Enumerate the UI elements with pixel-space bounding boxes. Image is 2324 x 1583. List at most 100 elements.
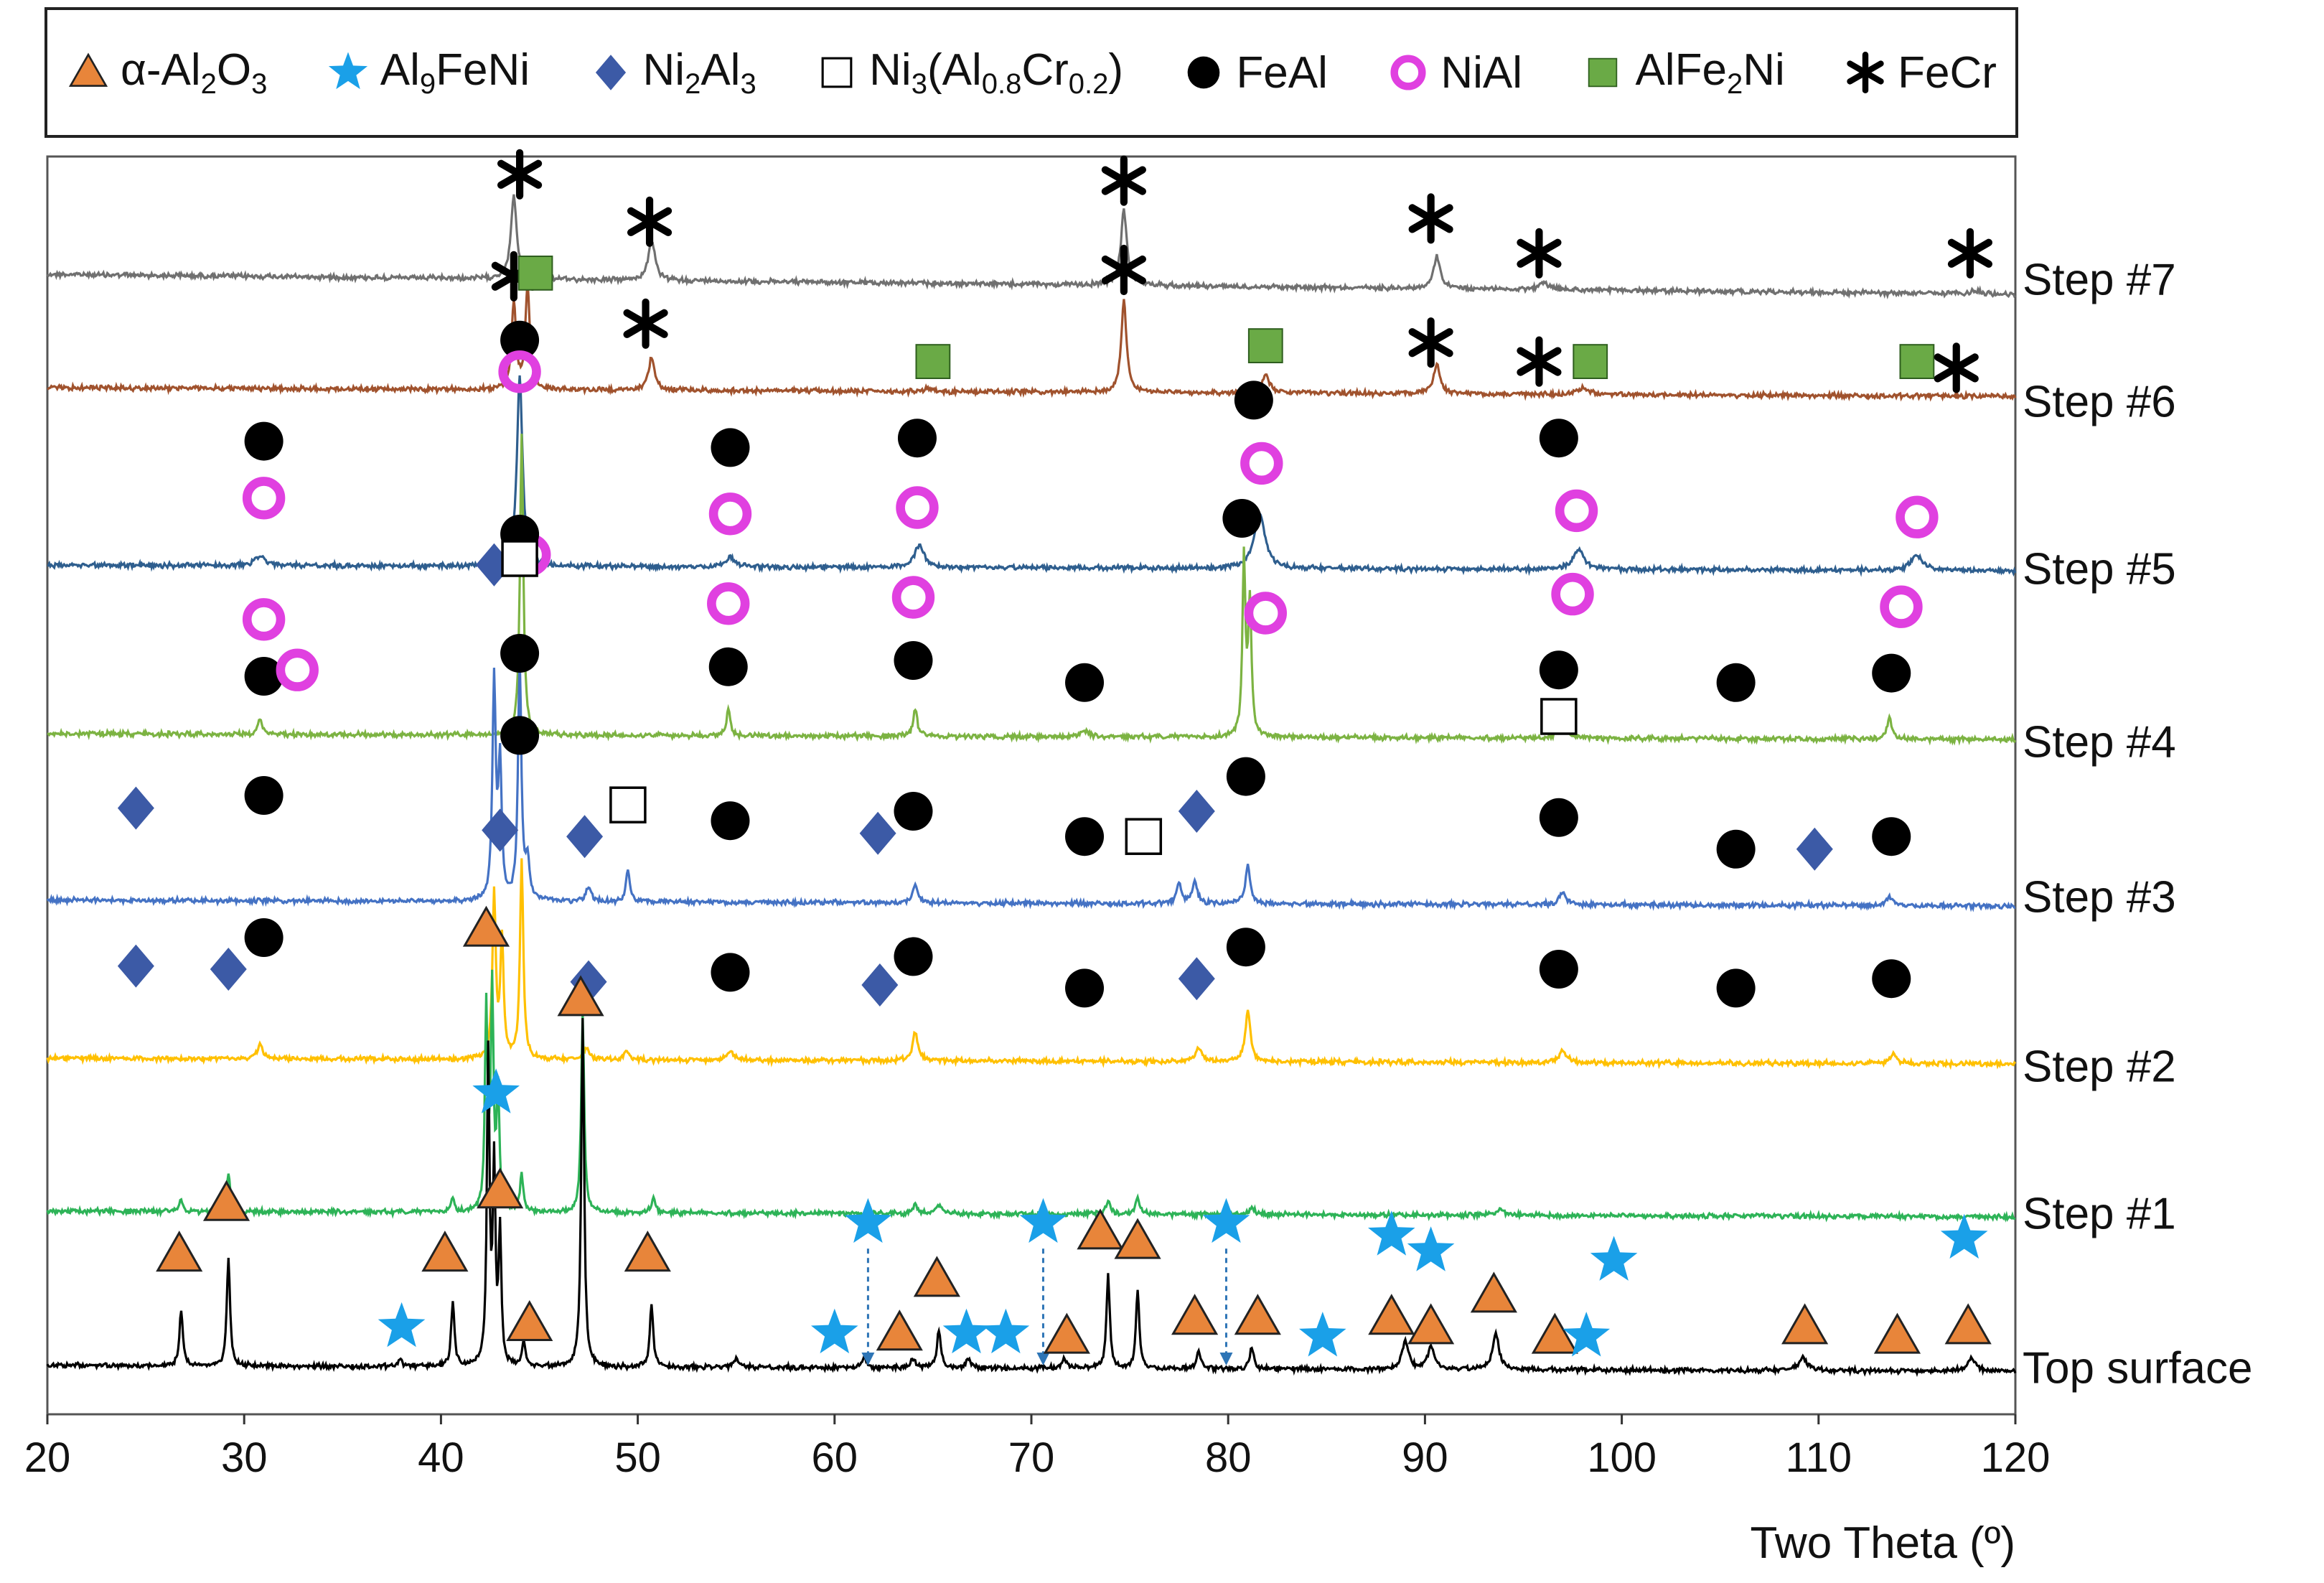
marker-ring-2-12: [1555, 489, 1598, 533]
marker-circle-4-16: [1716, 829, 1756, 869]
series-line-5: [46, 858, 2017, 1070]
x-axis-title: Two Theta (º): [1750, 1518, 2015, 1568]
marker-green-square-1-9: [1899, 344, 1935, 380]
chart-legend: α-Al2O3 Al9FeNi Ni2Al3 Ni3(Al0.8Cr0.2) FeAl N…: [44, 7, 2018, 138]
marker-ring-2-10: [1240, 442, 1283, 485]
marker-ring-3-7: [891, 576, 935, 619]
marker-circle-5-14: [1872, 959, 1911, 999]
marker-ring-3-5: [707, 582, 750, 625]
marker-circle-2-5: [711, 428, 750, 467]
marker-asterisk-1-4: [1101, 244, 1146, 296]
marker-circle-4-13: [1226, 757, 1265, 796]
x-tick-label-0: 20: [24, 1434, 71, 1481]
ring-glyph: [1390, 55, 1426, 90]
marker-asterisk-0-2: [1101, 155, 1146, 206]
marker-diamond-4-3: [117, 786, 154, 830]
x-tick-label-5: 70: [1008, 1434, 1055, 1481]
marker-ring-2-8: [896, 486, 939, 529]
marker-arrow: [1036, 1248, 1050, 1365]
x-tick-label-10: 120: [1981, 1434, 2051, 1481]
x-tick-label-8: 100: [1587, 1434, 1657, 1481]
marker-asterisk-0-1: [627, 196, 673, 247]
marker-star-7-9: [844, 1197, 892, 1243]
marker-triangle-7-18: [1171, 1294, 1219, 1335]
marker-triangle-7-31: [1873, 1312, 1921, 1354]
legend-item-asterisk: FeCr: [1843, 47, 1997, 98]
marker-circle-5-8: [894, 937, 933, 976]
marker-star-7-29: [1590, 1236, 1638, 1281]
marker-triangle-7-1: [202, 1180, 250, 1221]
marker-layer: [117, 149, 1993, 1365]
marker-diamond-5-7: [861, 963, 899, 1007]
marker-triangle-7-27: [1531, 1312, 1578, 1354]
marker-circle-5-11: [1226, 928, 1265, 967]
marker-circle-4-4: [244, 776, 284, 815]
marker-diamond-4-17: [1796, 827, 1833, 871]
marker-circle-3-11: [1539, 650, 1578, 690]
marker-circle-4-7: [711, 801, 750, 841]
marker-circle-2-11: [1539, 419, 1578, 458]
marker-star-7-12: [942, 1308, 990, 1354]
marker-circle-5-6: [711, 953, 750, 992]
marker-diamond-4-8: [859, 811, 896, 855]
series-label-1: Step #6: [2023, 377, 2176, 426]
legend-item-triangle: α-Al2O3: [66, 45, 267, 101]
legend-item-star: Al9FeNi: [326, 45, 530, 101]
marker-triangle-7-11: [913, 1256, 960, 1297]
legend-label: α-Al2O3: [121, 45, 268, 100]
star-icon: [328, 52, 367, 90]
marker-circle-2-7: [897, 419, 937, 458]
marker-circle-4-10: [1065, 817, 1105, 856]
marker-circle-5-12: [1539, 950, 1578, 989]
marker-triangle-7-22: [1368, 1294, 1415, 1335]
marker-open-square-4-14: [1540, 698, 1578, 735]
marker-diamond-5-10: [1178, 957, 1215, 1001]
series-label-0: Step #7: [2023, 255, 2176, 304]
marker-ring-3-15: [1880, 585, 1923, 628]
marker-circle-5-4: [244, 918, 284, 957]
marker-green-square-1-1: [517, 256, 553, 291]
series-line-4: [46, 655, 2016, 912]
series-label-6: Step #1: [2023, 1189, 2176, 1238]
marker-triangle-7-5: [506, 1299, 553, 1341]
marker-arrow: [861, 1248, 875, 1365]
legend-item-green-square: AlFe2Ni: [1580, 45, 1785, 101]
marker-circle-4-15: [1539, 798, 1578, 837]
series-label-4: Step #3: [2023, 872, 2176, 922]
marker-circle-4-18: [1872, 817, 1911, 856]
marker-triangle-7-15: [1043, 1312, 1090, 1354]
marker-asterisk-1-2: [623, 298, 668, 349]
series-line-6: [46, 969, 2016, 1223]
marker-diamond-5-2: [117, 944, 154, 988]
x-tick-label-1: 30: [221, 1434, 268, 1481]
marker-ring-3-12: [1551, 572, 1594, 616]
marker-triangle-7-3: [477, 1167, 524, 1209]
series-label-3: Step #4: [2023, 717, 2176, 767]
marker-triangle-7-0: [156, 1231, 203, 1272]
marker-triangle-7-30: [1781, 1303, 1829, 1345]
legend-item-open-square: Ni3(Al0.8Cr0.2): [815, 45, 1123, 101]
legend-label: Ni2Al3: [642, 45, 756, 100]
legend-item-diamond: Ni2Al3: [589, 45, 756, 101]
marker-star-7-32: [1940, 1213, 1988, 1259]
marker-triangle-6-1: [557, 975, 604, 1017]
marker-star-7-7: [378, 1302, 426, 1348]
green-square-icon: [1588, 57, 1618, 88]
x-tick-label-6: 80: [1205, 1434, 1252, 1481]
marker-circle-3-13: [1716, 663, 1756, 702]
marker-ring-2-6: [708, 492, 752, 536]
marker-green-square-1-5: [1247, 328, 1283, 364]
marker-asterisk-1-6: [1408, 317, 1453, 368]
series-line-0: [46, 194, 2016, 300]
marker-open-square-4-1: [501, 540, 538, 577]
marker-circle-5-9: [1065, 968, 1105, 1008]
marker-star-7-4: [472, 1068, 520, 1113]
marker-ring-3-3: [276, 648, 319, 691]
x-axis: 20 30 40 50 60 70 80 90 100 110 120: [24, 1414, 2051, 1481]
marker-star-7-23: [1368, 1210, 1415, 1256]
marker-triangle-7-17: [1114, 1218, 1161, 1259]
legend-label: Ni3(Al0.8Cr0.2): [869, 45, 1124, 100]
marker-diamond-5-1: [482, 808, 519, 852]
ring-icon: [1390, 55, 1426, 90]
legend-label: Al9FeNi: [380, 45, 530, 100]
